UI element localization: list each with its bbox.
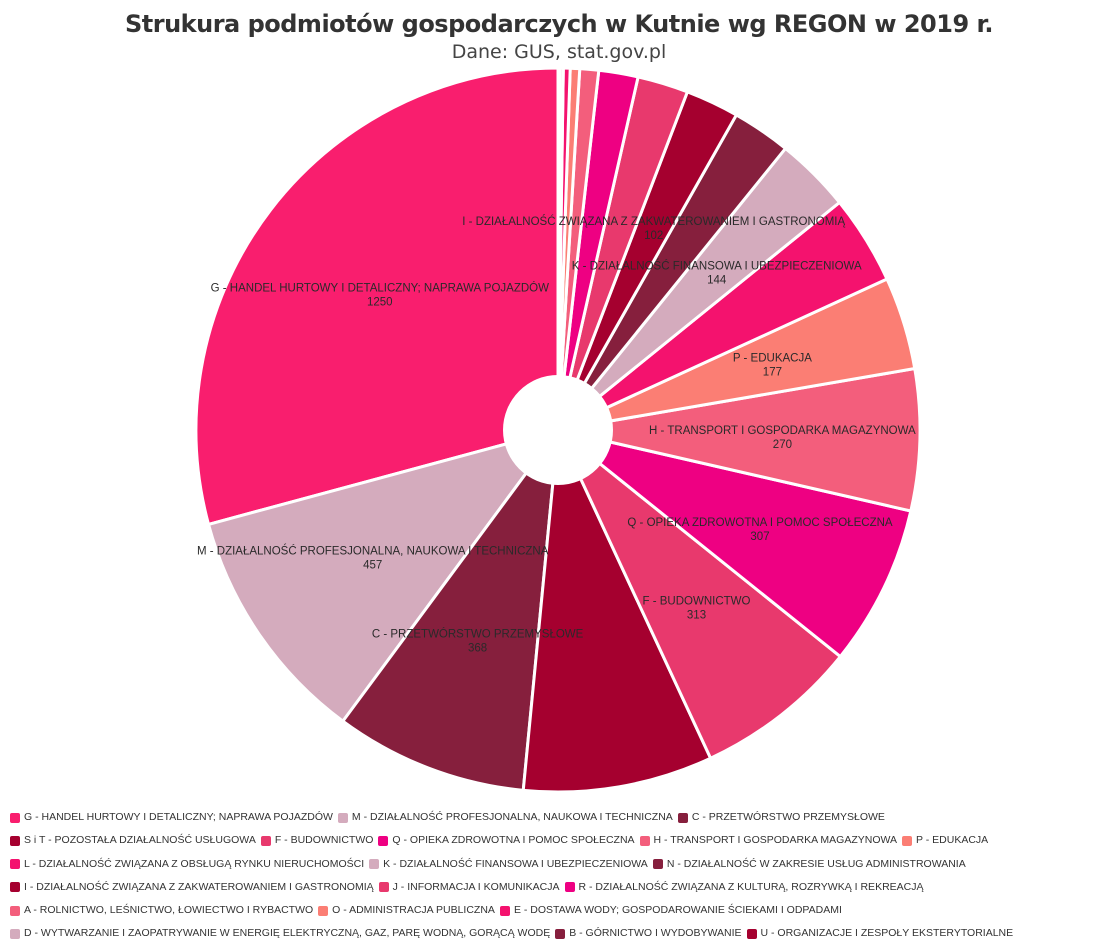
slice-value: 270	[773, 439, 792, 451]
legend-swatch	[10, 905, 20, 916]
legend-label: P - EDUKACJA	[916, 834, 989, 847]
legend-item[interactable]: S i T - POZOSTAŁA DZIAŁALNOŚĆ USŁUGOWA	[10, 829, 256, 852]
slice-label: H - TRANSPORT I GOSPODARKA MAGAZYNOWA	[649, 425, 916, 437]
pie-slice[interactable]	[194, 66, 560, 527]
legend-item[interactable]: C - PRZETWÓRSTWO PRZEMYSŁOWE	[677, 806, 885, 829]
legend-item[interactable]: G - HANDEL HURTOWY I DETALICZNY; NAPRAWA…	[10, 806, 333, 829]
legend-label: N - DZIAŁALNOŚĆ W ZAKRESIE USŁUG ADMINIS…	[666, 857, 966, 870]
legend-item[interactable]: A - ROLNICTWO, LEŚNICTWO, ŁOWIECTWO I RY…	[10, 899, 313, 922]
legend-swatch	[337, 812, 348, 823]
slice-value: 144	[707, 274, 727, 286]
chart-subtitle: Dane: GUS, stat.gov.pl	[451, 41, 667, 63]
legend-item[interactable]: K - DZIAŁALNOŚĆ FINANSOWA I UBEZPIECZENI…	[369, 853, 648, 876]
legend-item[interactable]: L - DZIAŁALNOŚĆ ZWIĄZANA Z OBSŁUGĄ RYNKU…	[10, 853, 364, 876]
slice-value: 313	[687, 610, 706, 622]
pie-slices	[194, 66, 922, 794]
slice-value: 307	[750, 531, 769, 543]
legend-item[interactable]: B - GÓRNICTWO I WYDOBYWANIE	[555, 922, 742, 945]
slice-label: G - HANDEL HURTOWY I DETALICZNY; NAPRAWA…	[211, 282, 549, 295]
slice-label: F - BUDOWNICTWO	[643, 596, 751, 608]
pie-slice[interactable]	[556, 66, 561, 431]
legend-label: J - INFORMACJA I KOMUNIKACJA	[392, 880, 560, 893]
legend-swatch	[652, 859, 663, 870]
legend-item[interactable]: E - DOSTAWA WODY; GOSPODAROWANIE ŚCIEKAM…	[499, 899, 842, 922]
legend-swatch	[369, 859, 380, 870]
legend-item[interactable]: N - DZIAŁALNOŚĆ W ZAKRESIE USŁUG ADMINIS…	[652, 853, 966, 876]
slice-value: 177	[763, 367, 782, 379]
legend-swatch	[318, 905, 329, 916]
pie-labels: G - HANDEL HURTOWY I DETALICZNY; NAPRAWA…	[197, 215, 916, 655]
pie-slice[interactable]	[557, 366, 922, 513]
legend-label: L - DZIAŁALNOŚĆ ZWIĄZANA Z OBSŁUGĄ RYNKU…	[24, 857, 365, 870]
legend-label: Q - OPIEKA ZDROWOTNA I POMOC SPOŁECZNA	[392, 834, 635, 847]
legend-swatch	[10, 928, 20, 939]
legend-item[interactable]: D - WYTWARZANIE I ZAOPATRYWANIE W ENERGI…	[10, 922, 550, 945]
legend-swatch	[677, 812, 688, 823]
legend-item[interactable]: Q - OPIEKA ZDROWOTNA I POMOC SPOŁECZNA	[378, 829, 635, 852]
slice-label: M - DZIAŁALNOŚĆ PROFESJONALNA, NAUKOWA I…	[197, 545, 549, 558]
legend-swatch	[260, 835, 271, 846]
legend-label: K - DZIAŁALNOŚĆ FINANSOWA I UBEZPIECZENI…	[383, 857, 648, 870]
legend-label: R - DZIAŁALNOŚĆ ZWIĄZANA Z KULTURĄ, ROZR…	[578, 880, 924, 893]
legend-label: M - DZIAŁALNOŚĆ PROFESJONALNA, NAUKOWA I…	[351, 811, 673, 823]
legend-label: S i T - POZOSTAŁA DZIAŁALNOŚĆ USŁUGOWA	[24, 834, 256, 847]
legend-label: H - TRANSPORT I GOSPODARKA MAGAZYNOWA	[653, 834, 898, 847]
slice-label: P - EDUKACJA	[733, 353, 812, 365]
legend-item[interactable]: F - BUDOWNICTWO	[260, 829, 374, 852]
slice-label: Q - OPIEKA ZDROWOTNA I POMOC SPOŁECZNA	[627, 517, 893, 529]
legend-swatch	[564, 882, 575, 893]
slice-value: 368	[468, 643, 487, 655]
legend-label: U - ORGANIZACJE I ZESPOŁY EKSTERYTORIALN…	[760, 927, 1014, 940]
legend-item[interactable]: M - DZIAŁALNOŚĆ PROFESJONALNA, NAUKOWA I…	[337, 806, 673, 829]
legend-label: A - ROLNICTWO, LEŚNICTWO, ŁOWIECTWO I RY…	[24, 904, 314, 917]
legend-swatch	[555, 928, 566, 939]
pie-slice[interactable]	[206, 427, 562, 724]
legend-label: D - WYTWARZANIE I ZAOPATRYWANIE W ENERGI…	[24, 927, 551, 940]
legend-swatch	[378, 835, 389, 846]
legend-item[interactable]: H - TRANSPORT I GOSPODARKA MAGAZYNOWA	[639, 829, 898, 852]
slice-value: 457	[363, 560, 382, 572]
legend-swatch	[10, 835, 20, 846]
slice-label: I - DZIAŁALNOŚĆ ZWIĄZANA Z ZAKWATEROWANI…	[462, 215, 845, 228]
legend-label: F - BUDOWNICTWO	[274, 834, 374, 847]
legend-label: I - DZIAŁALNOŚĆ ZWIĄZANA Z ZAKWATEROWANI…	[24, 880, 374, 893]
pie-slice[interactable]	[556, 428, 843, 761]
legend-swatch	[378, 882, 389, 893]
slice-label: C - PRZETWÓRSTWO PRZEMYSŁOWE	[372, 628, 584, 641]
legend-item[interactable]: J - INFORMACJA I KOMUNIKACJA	[378, 876, 560, 899]
legend-label: G - HANDEL HURTOWY I DETALICZNY; NAPRAWA…	[24, 811, 333, 823]
legend-swatch	[902, 835, 913, 846]
legend-swatch	[10, 882, 20, 893]
legend-swatch	[10, 859, 20, 870]
legend-item[interactable]: U - ORGANIZACJE I ZESPOŁY EKSTERYTORIALN…	[746, 922, 1014, 945]
pie-chart: G - HANDEL HURTOWY I DETALICZNY; NAPRAWA…	[194, 66, 922, 794]
legend-item[interactable]: R - DZIAŁALNOŚĆ ZWIĄZANA Z KULTURĄ, ROZR…	[564, 876, 924, 899]
chart-legend: G - HANDEL HURTOWY I DETALICZNY; NAPRAWA…	[10, 806, 1108, 946]
legend-swatch	[639, 835, 650, 846]
slice-label: K - DZIAŁALNOŚĆ FINANSOWA I UBEZPIECZENI…	[572, 259, 862, 272]
legend-label: E - DOSTAWA WODY; GOSPODAROWANIE ŚCIEKAM…	[513, 904, 842, 917]
legend-item[interactable]: I - DZIAŁALNOŚĆ ZWIĄZANA Z ZAKWATEROWANI…	[10, 876, 374, 899]
slice-value: 102	[644, 230, 663, 242]
pie-slice[interactable]	[340, 424, 561, 792]
pie-slice[interactable]	[557, 428, 913, 659]
pie-slice[interactable]	[521, 424, 713, 794]
legend-label: C - PRZETWÓRSTWO PRZEMYSŁOWE	[691, 811, 885, 823]
pie-center-hole	[503, 375, 613, 485]
legend-item[interactable]: P - EDUKACJA	[902, 829, 988, 852]
legend-swatch	[10, 812, 20, 823]
legend-item[interactable]: O - ADMINISTRACJA PUBLICZNA	[318, 899, 495, 922]
legend-label: B - GÓRNICTWO I WYDOBYWANIE	[569, 927, 742, 940]
slice-value: 1250	[367, 297, 393, 309]
legend-label: O - ADMINISTRACJA PUBLICZNA	[332, 904, 495, 917]
legend-swatch	[746, 928, 757, 939]
chart-title: Strukura podmiotów gospodarczych w Kutni…	[124, 10, 994, 38]
legend-swatch	[499, 905, 510, 916]
